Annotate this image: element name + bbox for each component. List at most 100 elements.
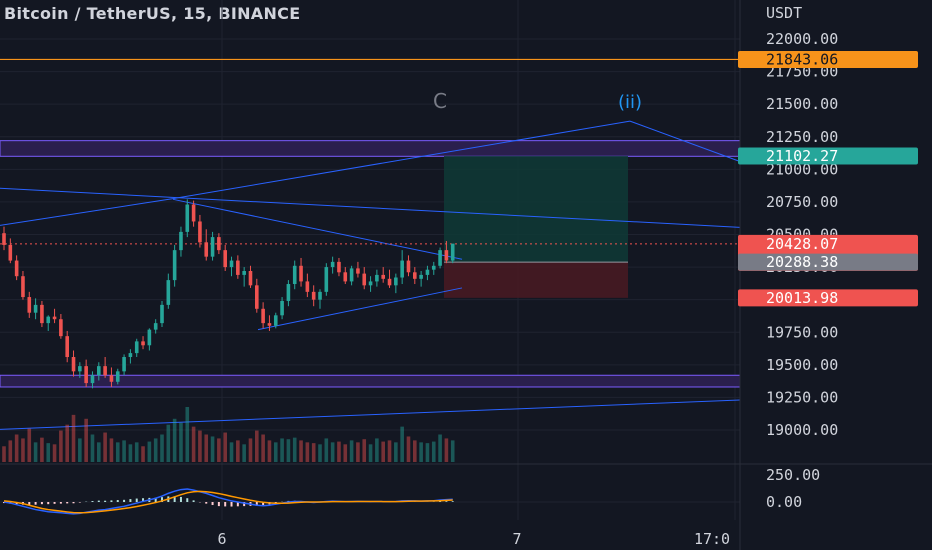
volume-bar [305, 442, 310, 462]
candle-body [97, 366, 101, 376]
price-label-text: 20288.38 [766, 253, 838, 271]
candle-body [134, 341, 139, 354]
candle-body [444, 250, 449, 261]
price-label-bg [738, 50, 918, 68]
candle-body [160, 304, 164, 324]
signal-line [3, 490, 453, 514]
candle-body [210, 237, 215, 257]
volume-bar [318, 444, 322, 462]
candle-body [337, 261, 341, 273]
candle-body [40, 304, 44, 324]
candle-body [343, 272, 348, 282]
volume-bar [394, 442, 398, 462]
candle-body [115, 371, 120, 382]
candle-body [311, 291, 316, 300]
volume-bar [134, 442, 139, 462]
volume-bar [172, 418, 177, 462]
candle-body [286, 284, 291, 301]
volume-bar [65, 424, 69, 462]
resistance-zone [0, 140, 741, 157]
volume-bar [444, 438, 449, 462]
candle-body [255, 285, 259, 309]
volume-bar [71, 414, 76, 462]
volume-bar [368, 444, 373, 462]
y-tick-label: 20750.00 [766, 193, 838, 211]
candle-body [65, 336, 69, 358]
volume-bar [311, 443, 316, 462]
volume-bar [198, 430, 202, 462]
candle-body [299, 265, 303, 282]
candle-body [71, 357, 76, 372]
volume-bar [229, 442, 234, 462]
candle-body [27, 297, 32, 313]
candle-body [2, 233, 6, 245]
volume-bar [109, 438, 114, 462]
volume-bar [8, 440, 13, 462]
candle-body [381, 274, 385, 279]
volume-bar [387, 440, 392, 462]
volume-bar [46, 443, 51, 462]
candle-body [362, 273, 367, 286]
candle-body [229, 260, 234, 268]
volume-bar [419, 442, 423, 462]
volume-bar [33, 442, 38, 462]
volume-bar [349, 440, 354, 462]
candle-body [248, 270, 253, 286]
wedge-line-top [172, 198, 463, 260]
candle-body [147, 329, 152, 346]
volume-bar [21, 438, 25, 462]
volume-bar [381, 441, 385, 462]
candle-body [84, 366, 88, 384]
volume-bar [115, 442, 120, 462]
y-tick-label: 19250.00 [766, 388, 838, 406]
y-tick-label: 21000.00 [766, 160, 838, 178]
candle-body [204, 242, 209, 257]
candle-body [406, 260, 411, 273]
y-tick-label: 22000.00 [766, 30, 838, 48]
candle-body [425, 269, 430, 275]
volume-bar [375, 438, 379, 462]
candle-body [242, 270, 246, 275]
wedge-line-bottom [257, 287, 463, 331]
volume-bar [166, 424, 171, 462]
volume-trend-line [0, 399, 741, 430]
candle-body [280, 300, 284, 316]
candle-body [223, 250, 227, 268]
candle-body [166, 280, 171, 305]
candle-body [8, 244, 13, 261]
price-label-bg [738, 253, 918, 271]
volume-bar [128, 444, 133, 462]
trend-line-left [0, 198, 174, 226]
volume-bar [330, 442, 335, 462]
volume-bar [185, 407, 190, 462]
volume-bar [248, 438, 253, 462]
candle-body [172, 250, 177, 281]
volume-bar [103, 432, 107, 462]
volume-bar [160, 434, 164, 462]
candle-body [191, 204, 196, 222]
volume-bar [242, 444, 246, 462]
volume-bar [84, 418, 88, 462]
candle-body [128, 353, 133, 358]
volume-bar [261, 434, 265, 462]
volume-bar [191, 426, 196, 462]
volume-bar [236, 440, 240, 462]
candle-body [349, 268, 354, 282]
price-label-bg [738, 289, 918, 307]
candle-body [261, 308, 265, 324]
volume-bar [90, 434, 95, 462]
volume-bar [362, 439, 367, 462]
y-tick-label: 19000.00 [766, 421, 838, 439]
y-tick-label: 19750.00 [766, 323, 838, 341]
candle-body [217, 237, 221, 251]
candle-body [387, 278, 392, 286]
volume-bar [52, 444, 57, 462]
volume-bar [97, 442, 101, 462]
candle-body [185, 204, 190, 232]
candle-body [368, 281, 373, 286]
volume-bar [299, 440, 303, 462]
y-tick-label: 21250.00 [766, 128, 838, 146]
candle-body [292, 265, 297, 285]
price-label-text: 20428.07 [766, 235, 838, 253]
